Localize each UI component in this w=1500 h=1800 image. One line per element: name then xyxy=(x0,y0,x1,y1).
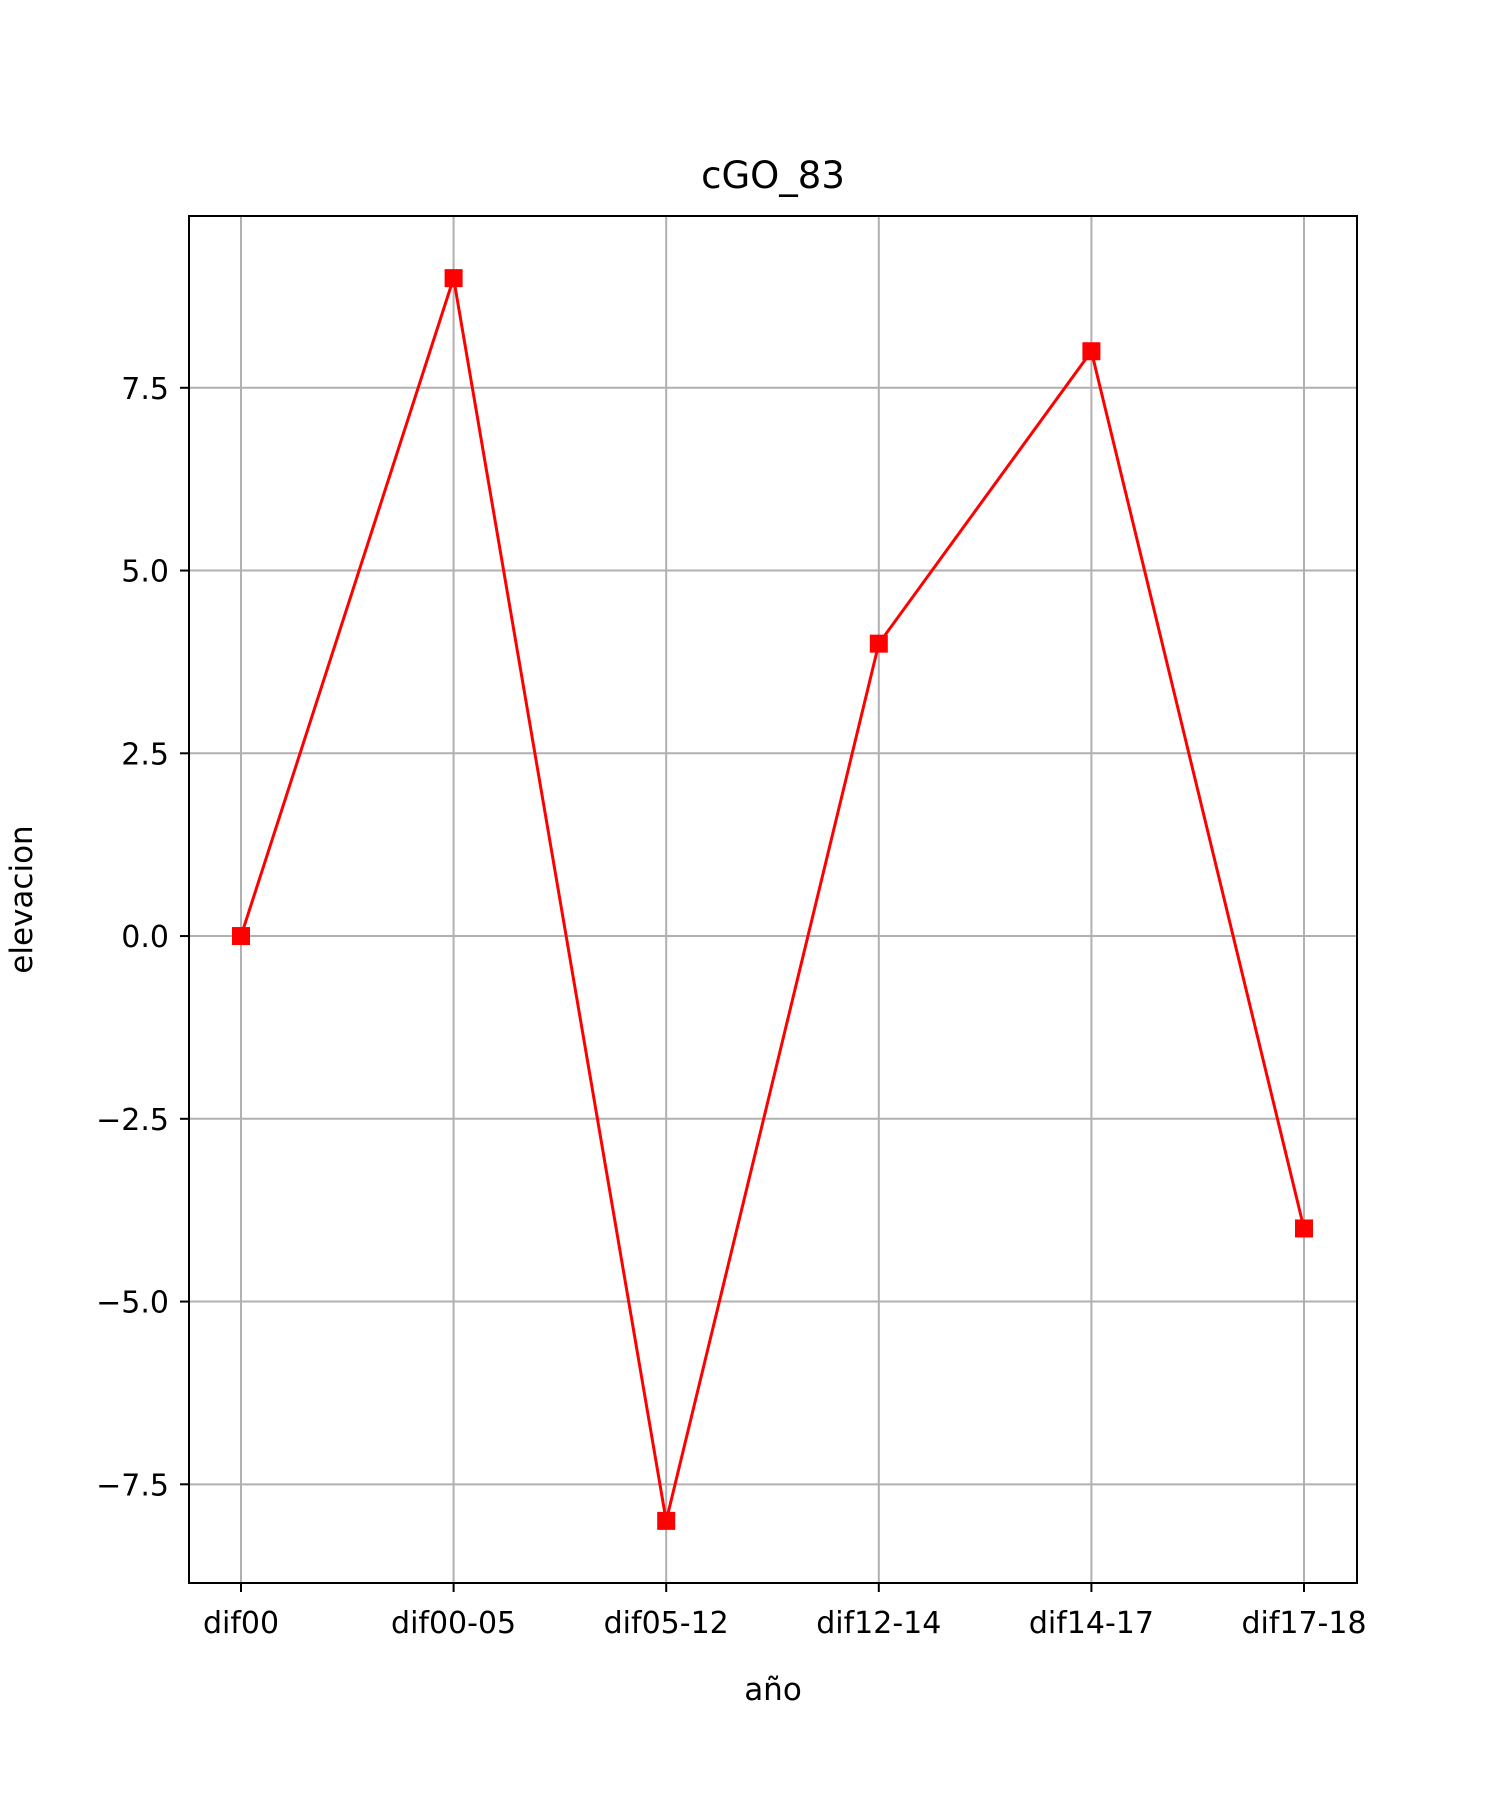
x-tick-label: dif00-05 xyxy=(391,1606,516,1641)
data-point-marker xyxy=(1295,1219,1313,1238)
y-tick-label: 7.5 xyxy=(121,372,169,407)
data-point-marker xyxy=(232,927,250,946)
y-tick-label: 0.0 xyxy=(121,920,169,955)
series-line xyxy=(239,277,1306,1522)
data-point-marker xyxy=(869,634,888,653)
x-tick-label: dif14-17 xyxy=(1029,1606,1154,1641)
tick-labels: dif00 dif00-05 dif05-12 dif12-14 dif14-17 dif… xyxy=(96,372,1366,1641)
y-tick-label: 5.0 xyxy=(121,555,169,590)
grid-lines xyxy=(189,216,1357,1583)
y-tick-label: −2.5 xyxy=(96,1103,169,1138)
data-point-marker xyxy=(444,269,463,288)
tick-marks xyxy=(180,386,1305,1592)
y-tick-label: −5.0 xyxy=(96,1286,169,1321)
x-tick-label: dif00 xyxy=(203,1606,279,1641)
chart-title: cGO_83 xyxy=(701,154,845,197)
y-tick-label: 2.5 xyxy=(121,737,169,772)
series-layer xyxy=(232,269,1313,1530)
data-point-marker xyxy=(1082,342,1101,361)
x-tick-label: dif12-14 xyxy=(816,1606,941,1641)
y-tick-label: −7.5 xyxy=(96,1468,169,1503)
x-tick-label: dif05-12 xyxy=(604,1606,729,1641)
plot-frame xyxy=(188,215,1358,1584)
x-tick-label: dif17-18 xyxy=(1241,1606,1366,1641)
x-axis-label: año xyxy=(744,1672,802,1708)
y-axis-label: elevacion xyxy=(4,825,40,973)
data-point-marker xyxy=(657,1511,676,1530)
